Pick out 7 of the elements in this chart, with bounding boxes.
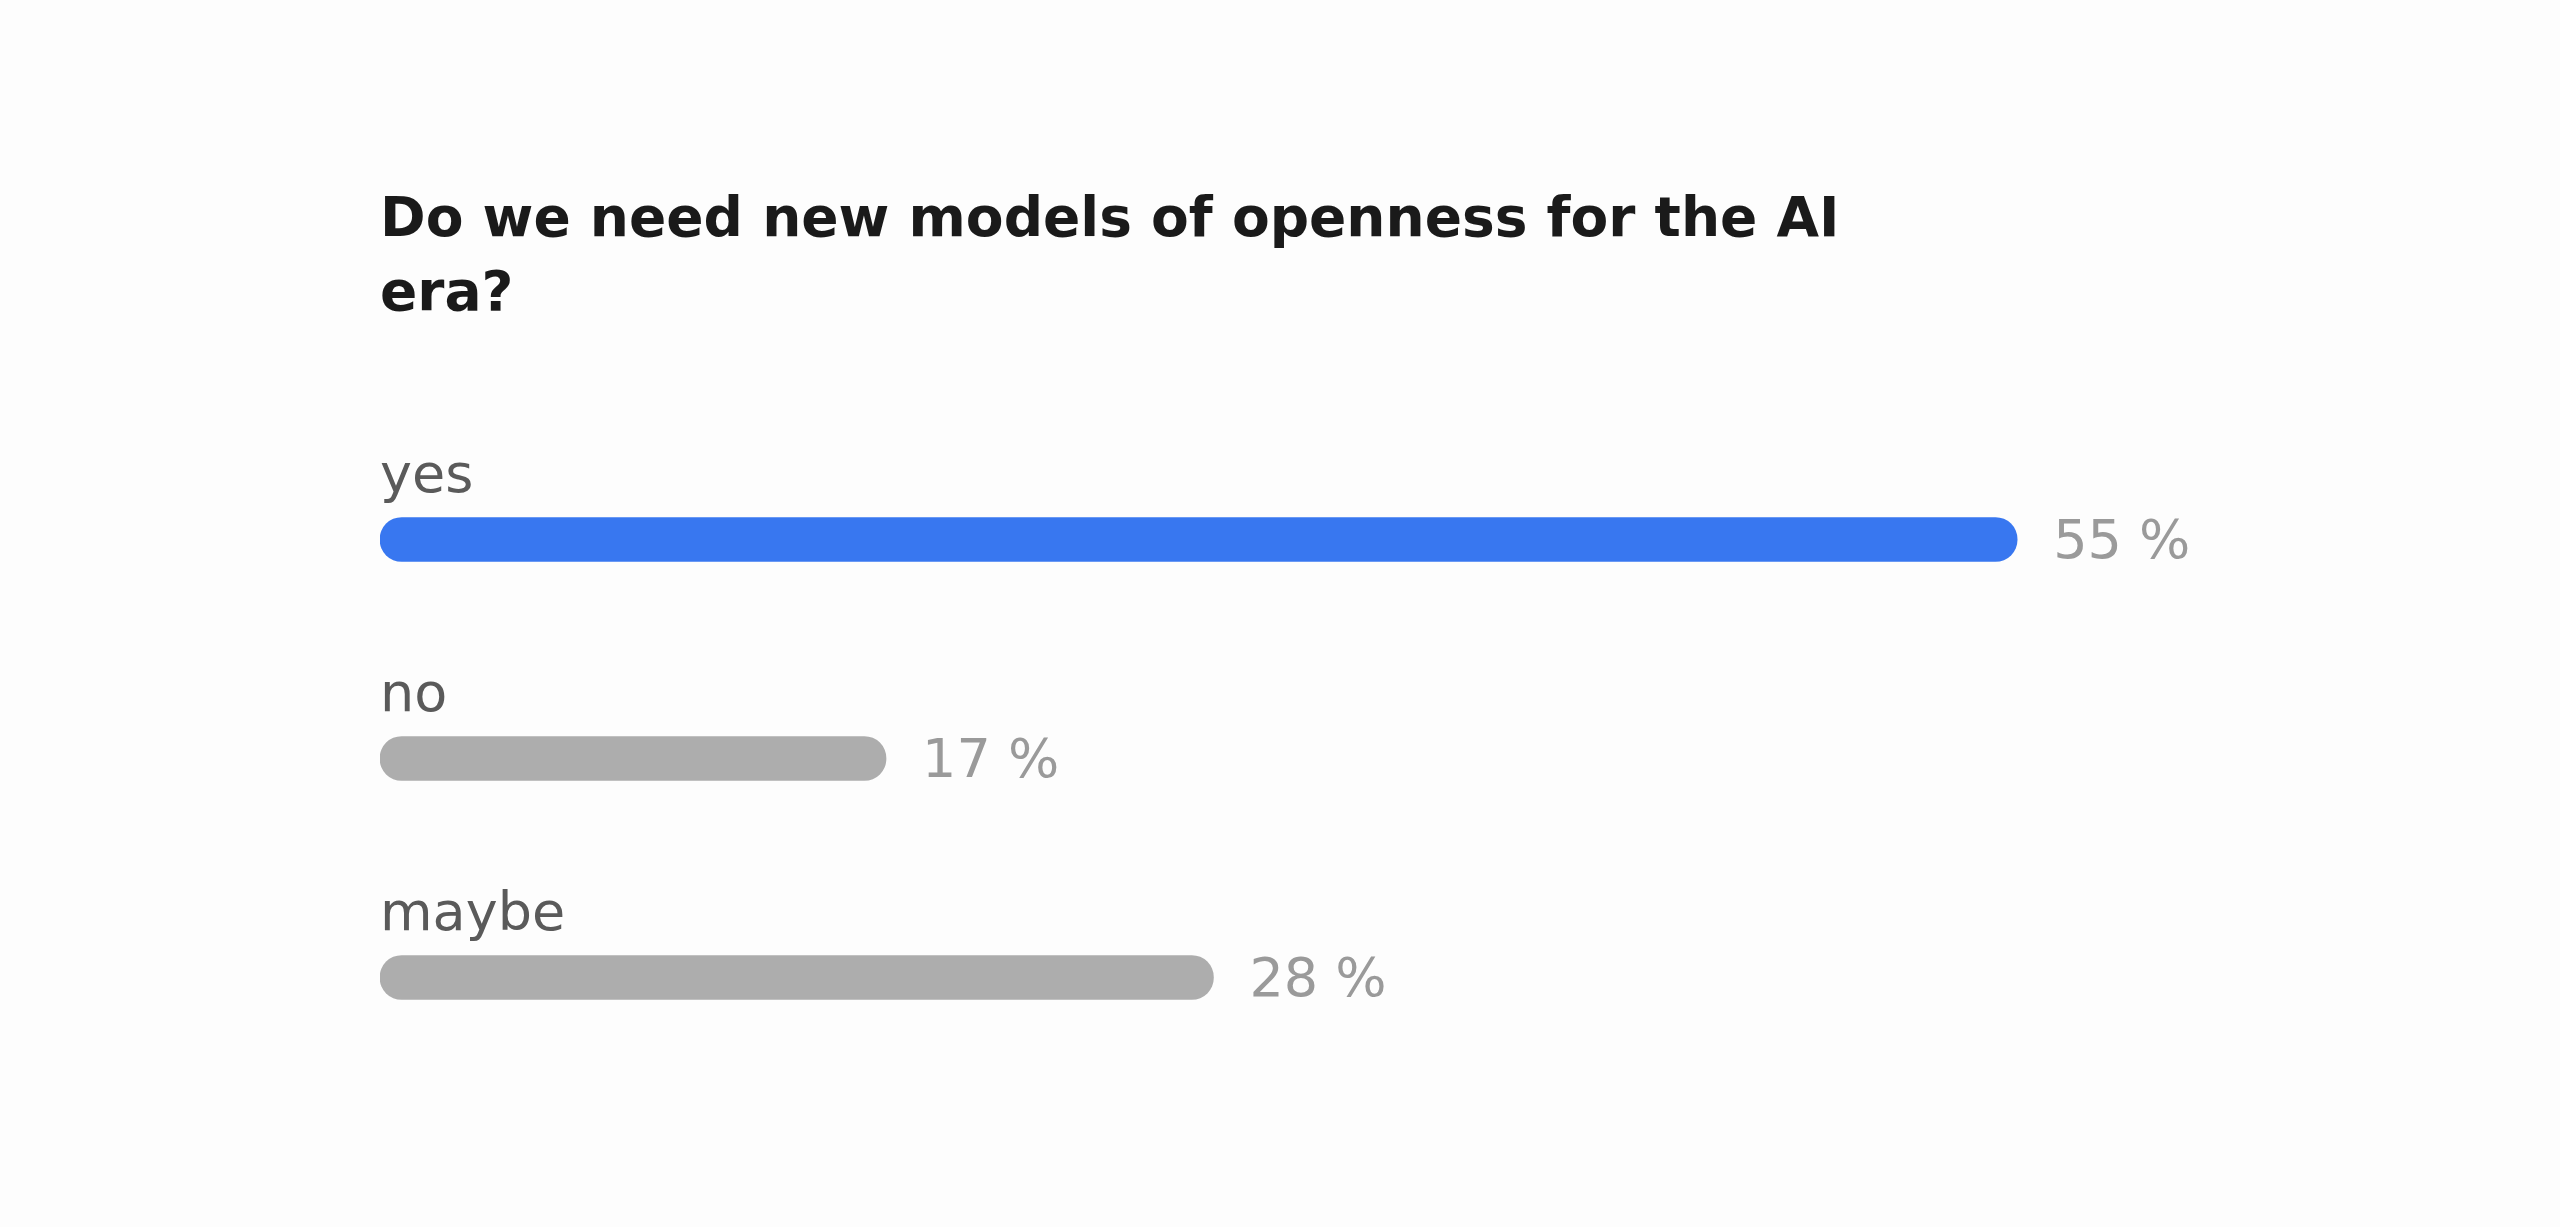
data-label: 17 %: [922, 726, 1060, 790]
y-tick-label: yes: [380, 441, 474, 505]
chart-title: Do we need new models of openness for the AI era?: [380, 184, 1841, 325]
y-tick-label: no: [380, 660, 448, 724]
y-tick-label: maybe: [380, 879, 566, 943]
data-label: 28 %: [1249, 945, 1387, 1009]
data-label: 55 %: [2053, 507, 2191, 571]
